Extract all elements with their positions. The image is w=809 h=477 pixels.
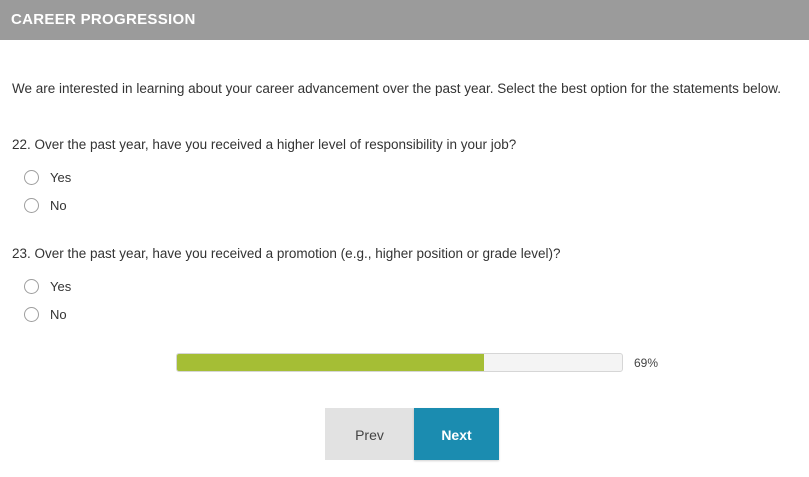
radio-option-23-no[interactable]: No [24, 300, 71, 328]
intro-text: We are interested in learning about your… [12, 81, 781, 96]
question-23-text: 23. Over the past year, have you receive… [12, 246, 561, 261]
radio-circle-icon[interactable] [24, 306, 39, 322]
radio-option-label: Yes [50, 169, 72, 185]
progress-fill [177, 354, 485, 371]
radio-circle-icon[interactable] [24, 278, 39, 294]
question-23-options: Yes No [24, 272, 71, 328]
radio-option-label: No [50, 197, 67, 213]
page-title: CAREER PROGRESSION [11, 11, 196, 28]
survey-content: We are interested in learning about your… [0, 40, 809, 477]
progress-bar: 69% [176, 353, 658, 372]
progress-percent-label: 69% [634, 355, 659, 370]
question-22-text: 22. Over the past year, have you receive… [12, 137, 517, 152]
section-header: CAREER PROGRESSION [0, 0, 809, 40]
radio-circle-icon[interactable] [24, 197, 39, 213]
next-button[interactable]: Next [414, 408, 499, 460]
question-22-options: Yes No [24, 163, 71, 219]
radio-option-22-yes[interactable]: Yes [24, 163, 71, 191]
radio-option-23-yes[interactable]: Yes [24, 272, 71, 300]
navigation-buttons: Prev Next [325, 408, 499, 460]
progress-track [176, 353, 623, 372]
prev-button[interactable]: Prev [325, 408, 414, 460]
radio-option-22-no[interactable]: No [24, 191, 71, 219]
radio-option-label: No [50, 306, 67, 322]
radio-option-label: Yes [50, 278, 72, 294]
radio-circle-icon[interactable] [24, 169, 39, 185]
